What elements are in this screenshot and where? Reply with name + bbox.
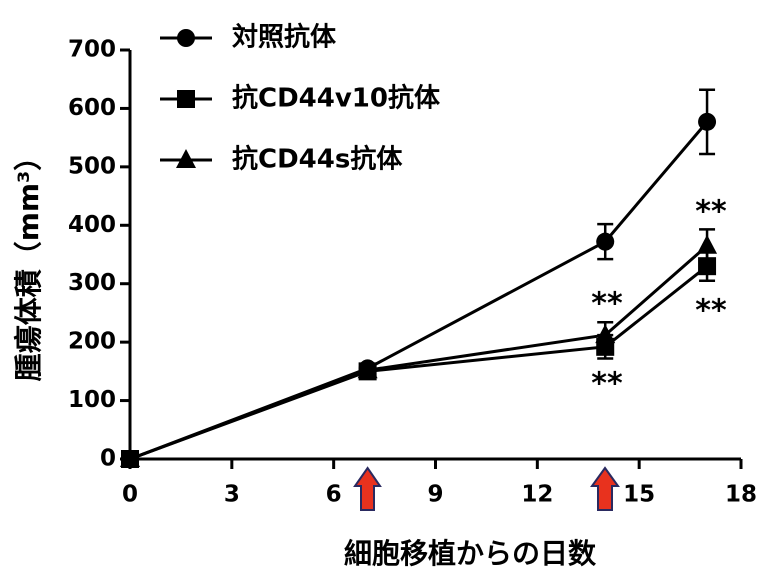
y-tick-label: 0 [100, 446, 116, 472]
y-tick-label: 100 [68, 387, 116, 413]
y-tick-label: 400 [68, 212, 116, 238]
x-tick-label: 3 [224, 482, 240, 508]
legend-label: 抗CD44s抗体 [232, 144, 403, 175]
marker [595, 324, 616, 344]
marker [120, 448, 140, 467]
line [129, 244, 709, 461]
legend-label: 抗CD44v10抗体 [232, 83, 441, 114]
annotation: ** [695, 294, 727, 329]
y-tick-label: 700 [68, 37, 116, 63]
marker [357, 359, 378, 379]
arrow [353, 466, 382, 511]
x-tick-label: 9 [427, 482, 443, 508]
x-tick-label: 18 [725, 482, 757, 508]
arrow [590, 466, 620, 511]
marker [596, 232, 615, 251]
marker [697, 234, 718, 254]
y-axis-label: 腫瘍体積（mm³） [12, 143, 45, 382]
marker [177, 90, 195, 108]
y-tick-label: 200 [68, 329, 116, 355]
x-tick-label: 0 [122, 482, 138, 508]
x-tick-label: 12 [521, 482, 553, 508]
y-tick-label: 500 [68, 153, 116, 179]
legend-label: 対照抗体 [232, 22, 337, 53]
y-tick-label: 600 [68, 95, 116, 121]
x-axis-label: 細胞移植からの日数 [344, 537, 597, 570]
annotation: ** [591, 287, 623, 322]
marker [176, 149, 196, 168]
x-tick-label: 15 [623, 482, 655, 508]
annotation: ** [591, 367, 623, 402]
marker [177, 29, 195, 47]
x-tick-label: 6 [326, 482, 342, 508]
y-tick-label: 300 [68, 270, 116, 296]
marker [698, 112, 717, 131]
annotation: ** [695, 195, 727, 230]
